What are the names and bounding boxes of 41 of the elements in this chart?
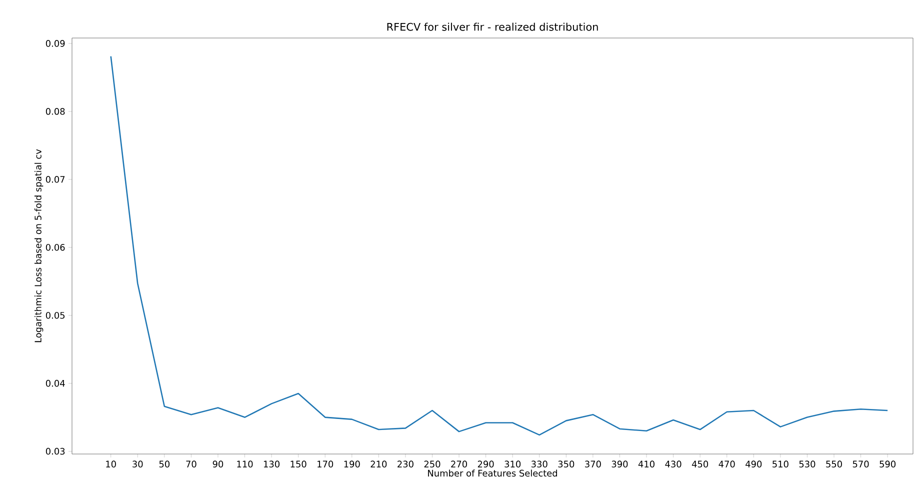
x-tick-label: 110: [237, 460, 253, 468]
line-series: [110, 56, 888, 436]
x-tick-label: 330: [532, 460, 548, 468]
y-tick-label: 0.05: [46, 312, 65, 319]
x-tick-label: 250: [424, 460, 440, 468]
x-tick-label: 50: [159, 460, 170, 468]
x-tick-label: 30: [132, 460, 143, 468]
y-tick-label: 0.08: [46, 108, 65, 115]
x-tick-label: 90: [212, 460, 224, 468]
x-tick-label: 170: [318, 460, 334, 468]
x-tick-label: 70: [186, 460, 196, 468]
chart-title: RFECV for silver fir - realized distribution: [387, 22, 598, 31]
y-tick-label: 0.07: [46, 176, 65, 183]
x-tick-label: 230: [398, 460, 414, 468]
x-tick-label: 490: [746, 460, 762, 468]
x-tick-label: 370: [585, 460, 601, 468]
x-tick-label: 510: [772, 460, 788, 468]
x-tick-label: 290: [478, 460, 494, 468]
x-tick-label: 130: [264, 460, 280, 468]
x-tick-label: 270: [451, 460, 467, 468]
x-tick-label: 590: [880, 460, 896, 468]
x-tick-label: 570: [852, 460, 869, 468]
x-tick-label: 350: [558, 460, 574, 468]
x-tick-label: 210: [370, 460, 387, 468]
x-tick-label: 450: [692, 460, 708, 468]
x-axis-title: Number of Features Selected: [428, 470, 557, 477]
x-tick-label: 190: [344, 460, 360, 468]
y-tick-label: 0.06: [46, 244, 65, 251]
x-tick-label: 430: [665, 460, 682, 468]
x-tick-label: 150: [290, 460, 306, 468]
y-axis-title: Logarithmic Loss based on 5-fold spatial cv: [34, 149, 44, 342]
x-tick-label: 310: [504, 460, 521, 468]
y-tick-label: 0.09: [46, 40, 65, 47]
x-tick-label: 410: [638, 460, 654, 468]
y-tick-label: 0.04: [46, 380, 65, 387]
x-tick-label: 530: [799, 460, 816, 468]
y-tick-label: 0.03: [46, 448, 65, 455]
x-tick-label: 10: [106, 460, 116, 468]
x-tick-label: 470: [718, 460, 735, 468]
x-tick-label: 390: [612, 460, 628, 468]
x-tick-label: 550: [826, 460, 842, 468]
